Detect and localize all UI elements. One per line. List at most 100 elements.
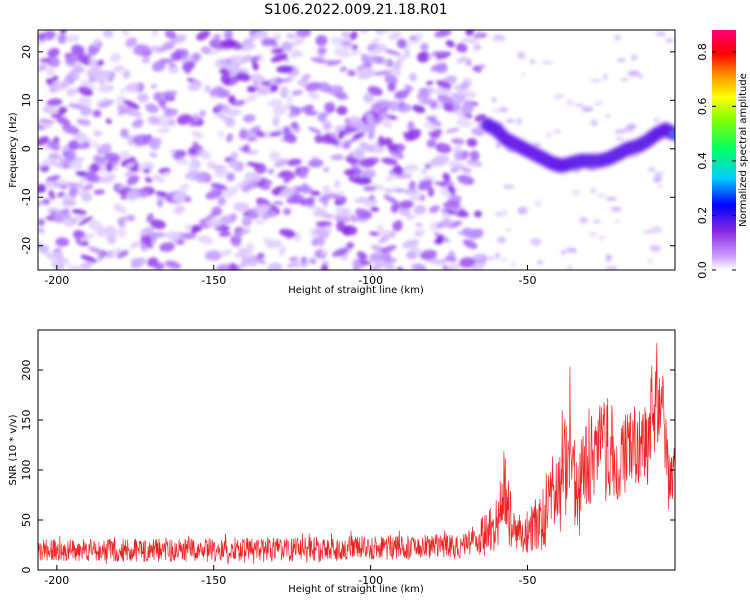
snr-panel: -200 -150 -100 -50 0 50 100 150 200 Height of s… <box>8 329 676 595</box>
noise-blob <box>267 168 274 175</box>
noise-blob <box>355 208 372 219</box>
noise-blob <box>243 114 256 123</box>
noise-blob <box>282 125 291 135</box>
noise-blob <box>140 242 148 252</box>
colorbar-label: Normalized spectral amplitude <box>738 73 749 227</box>
noise-blob <box>197 149 211 160</box>
noise-blob <box>394 89 411 98</box>
noise-blob <box>213 34 221 40</box>
noise-blob <box>181 232 197 240</box>
noise-blob <box>427 186 435 197</box>
noise-blob <box>387 143 399 151</box>
noise-blob <box>605 114 611 119</box>
noise-blob <box>51 161 64 168</box>
noise-blob <box>296 30 312 38</box>
noise-blob <box>605 196 618 201</box>
noise-blob <box>381 157 398 166</box>
noise-blob <box>176 239 185 245</box>
noise-blob <box>174 149 186 156</box>
x-tick-label: -50 <box>519 274 537 287</box>
noise-blob <box>421 168 428 174</box>
noise-blob <box>615 219 620 224</box>
noise-blob <box>93 130 103 137</box>
noise-blob <box>38 124 45 131</box>
noise-blob <box>355 63 369 71</box>
trace-core <box>670 131 675 136</box>
noise-blob <box>244 242 255 253</box>
noise-blob <box>270 84 278 92</box>
noise-blob <box>412 104 426 114</box>
spectrogram-frame <box>37 29 676 271</box>
noise-blob <box>173 204 186 215</box>
noise-blob <box>238 229 248 235</box>
noise-blob <box>290 121 299 129</box>
noise-blob <box>435 142 452 154</box>
noise-blob <box>378 235 390 244</box>
noise-blob <box>442 172 451 182</box>
noise-blob <box>322 185 331 192</box>
noise-blob <box>502 184 515 189</box>
noise-blob <box>216 264 231 270</box>
noise-blob <box>196 234 214 245</box>
noise-blob <box>496 142 501 150</box>
noise-blob <box>434 30 452 38</box>
noise-blob <box>97 143 112 155</box>
colorbar: 0.0 0.2 0.4 0.6 0.8 Normalized spectral ampl… <box>696 30 749 279</box>
noise-blob <box>220 73 231 85</box>
noise-blob <box>241 37 254 47</box>
noise-blob <box>76 118 92 126</box>
noise-blob <box>247 136 256 142</box>
noise-blob <box>113 203 127 214</box>
noise-blob <box>341 31 353 39</box>
noise-blob <box>274 79 283 85</box>
noise-blob <box>78 86 94 97</box>
noise-blob <box>332 247 349 257</box>
noise-blob <box>42 198 51 205</box>
noise-blob <box>209 49 222 55</box>
noise-blob <box>655 31 666 37</box>
noise-blob <box>56 191 65 198</box>
noise-blob <box>81 261 93 270</box>
noise-blob <box>462 239 478 249</box>
noise-blob <box>346 69 356 77</box>
y-tick-label: 10 <box>20 93 33 107</box>
noise-blob <box>272 200 284 206</box>
noise-blob <box>350 50 362 56</box>
noise-blob <box>117 250 129 259</box>
noise-blob <box>620 76 629 82</box>
noise-blob <box>301 104 315 113</box>
noise-blob <box>389 230 396 238</box>
noise-blob <box>628 154 639 159</box>
noise-blob <box>133 44 151 56</box>
noise-blob <box>590 78 602 83</box>
noise-blob <box>392 60 402 70</box>
noise-blob <box>159 58 174 64</box>
noise-blob <box>521 72 526 77</box>
noise-blob <box>420 42 429 52</box>
noise-blob <box>611 265 618 270</box>
noise-blob <box>310 241 319 247</box>
noise-blob <box>125 82 141 93</box>
noise-blob <box>362 123 377 133</box>
noise-blob <box>112 65 125 73</box>
noise-blob <box>579 216 588 224</box>
noise-blob <box>238 129 248 140</box>
noise-blob <box>230 54 244 65</box>
noise-blob <box>55 237 70 247</box>
noise-blob <box>79 233 96 242</box>
noise-blob <box>408 195 422 202</box>
noise-blob <box>597 192 606 198</box>
noise-blob <box>293 263 302 269</box>
noise-blob <box>89 47 101 54</box>
noise-blob <box>48 141 61 151</box>
noise-blob <box>461 37 479 44</box>
noise-blob <box>64 151 75 160</box>
noise-blob <box>376 223 384 235</box>
noise-blob <box>431 154 450 167</box>
noise-blob <box>235 99 246 107</box>
noise-blob <box>147 137 162 147</box>
noise-blob <box>123 99 140 110</box>
noise-blob <box>365 113 374 124</box>
noise-blob <box>279 186 296 198</box>
